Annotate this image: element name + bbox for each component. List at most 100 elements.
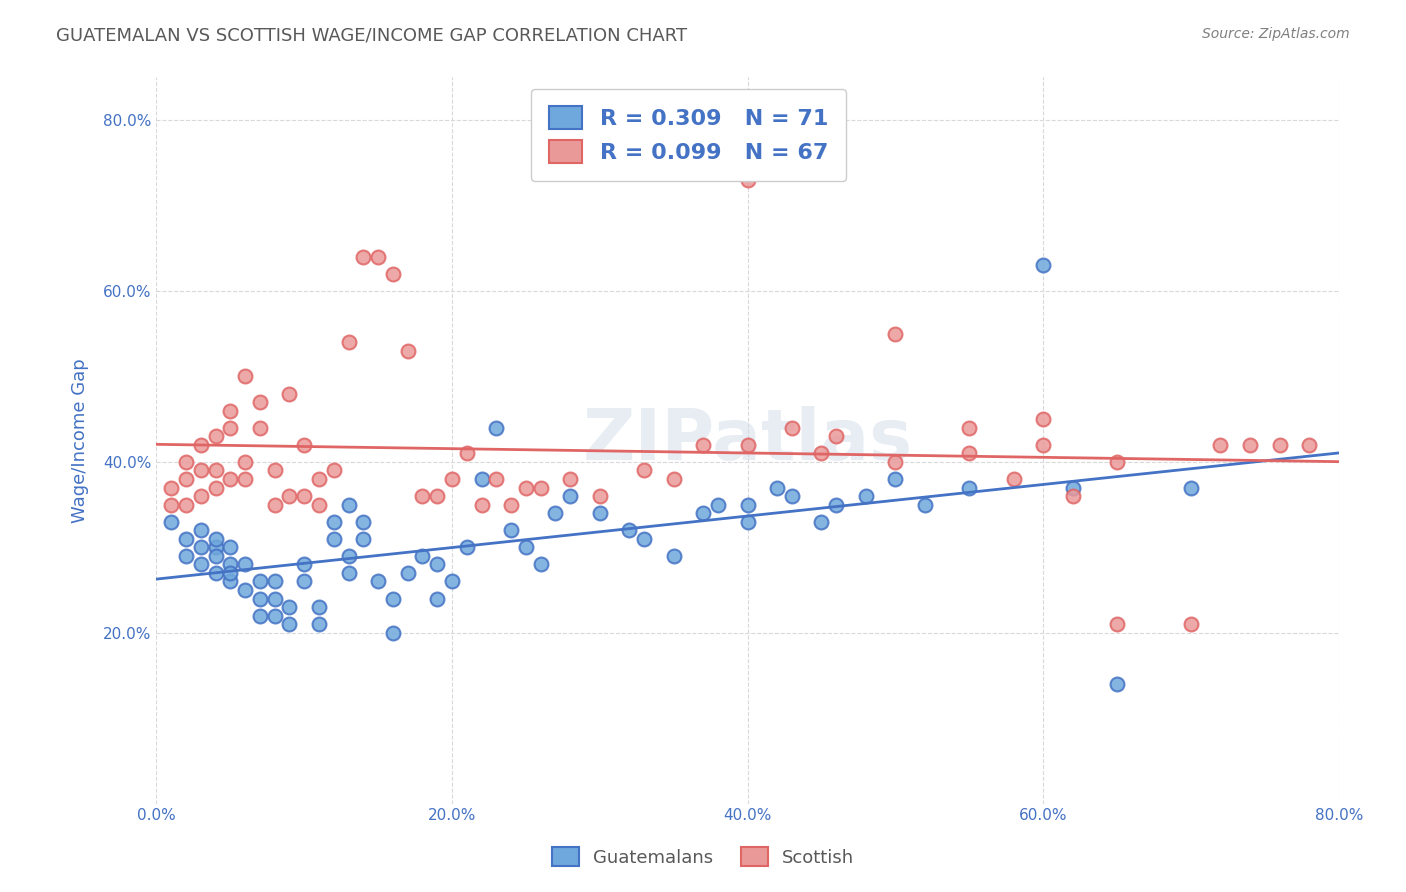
Legend: Guatemalans, Scottish: Guatemalans, Scottish xyxy=(544,840,862,874)
Point xyxy=(560,472,582,486)
Point xyxy=(263,574,285,589)
Point xyxy=(411,549,433,563)
Point xyxy=(471,472,494,486)
Point xyxy=(249,395,271,409)
Point xyxy=(589,506,612,520)
Point xyxy=(456,541,478,555)
Point xyxy=(233,472,256,486)
Point xyxy=(322,463,344,477)
Point xyxy=(233,455,256,469)
Point xyxy=(1268,438,1291,452)
Point xyxy=(160,498,183,512)
Point xyxy=(914,498,936,512)
Point xyxy=(633,532,655,546)
Point xyxy=(589,489,612,503)
Point xyxy=(426,489,449,503)
Point xyxy=(278,617,301,632)
Point xyxy=(780,489,803,503)
Point xyxy=(204,429,226,443)
Point xyxy=(1062,489,1084,503)
Point xyxy=(263,463,285,477)
Point xyxy=(190,489,212,503)
Point xyxy=(204,566,226,580)
Point xyxy=(337,498,360,512)
Text: Source: ZipAtlas.com: Source: ZipAtlas.com xyxy=(1202,27,1350,41)
Point xyxy=(352,515,374,529)
Point xyxy=(426,558,449,572)
Point xyxy=(249,591,271,606)
Point xyxy=(766,481,789,495)
Point xyxy=(515,541,537,555)
Point xyxy=(174,498,197,512)
Point xyxy=(233,558,256,572)
Point xyxy=(855,489,877,503)
Point xyxy=(308,472,330,486)
Y-axis label: Wage/Income Gap: Wage/Income Gap xyxy=(72,359,89,523)
Point xyxy=(426,591,449,606)
Point xyxy=(292,558,315,572)
Point xyxy=(957,421,980,435)
Point xyxy=(530,481,553,495)
Point xyxy=(825,429,848,443)
Point xyxy=(1062,481,1084,495)
Point xyxy=(219,403,242,417)
Point xyxy=(308,498,330,512)
Point xyxy=(190,438,212,452)
Point xyxy=(1032,259,1054,273)
Point xyxy=(707,498,730,512)
Point xyxy=(233,369,256,384)
Point xyxy=(263,498,285,512)
Point xyxy=(352,250,374,264)
Point xyxy=(249,421,271,435)
Point xyxy=(219,421,242,435)
Point xyxy=(456,446,478,460)
Point xyxy=(174,455,197,469)
Point xyxy=(278,386,301,401)
Point xyxy=(292,489,315,503)
Point xyxy=(692,506,714,520)
Point xyxy=(190,541,212,555)
Point xyxy=(174,549,197,563)
Point xyxy=(957,481,980,495)
Point xyxy=(1239,438,1261,452)
Point xyxy=(190,523,212,537)
Text: GUATEMALAN VS SCOTTISH WAGE/INCOME GAP CORRELATION CHART: GUATEMALAN VS SCOTTISH WAGE/INCOME GAP C… xyxy=(56,27,688,45)
Point xyxy=(619,523,641,537)
Point xyxy=(1180,481,1202,495)
Point xyxy=(219,541,242,555)
Point xyxy=(1105,455,1128,469)
Point xyxy=(367,250,389,264)
Point xyxy=(471,498,494,512)
Point xyxy=(219,566,242,580)
Point xyxy=(160,515,183,529)
Point xyxy=(515,481,537,495)
Point xyxy=(737,498,759,512)
Point xyxy=(381,625,404,640)
Point xyxy=(278,489,301,503)
Point xyxy=(825,498,848,512)
Point xyxy=(337,335,360,350)
Point xyxy=(219,558,242,572)
Point xyxy=(396,566,419,580)
Point xyxy=(249,574,271,589)
Point xyxy=(396,343,419,358)
Point xyxy=(337,549,360,563)
Point xyxy=(1180,617,1202,632)
Point xyxy=(441,574,464,589)
Point xyxy=(204,463,226,477)
Point xyxy=(501,498,523,512)
Point xyxy=(560,489,582,503)
Point xyxy=(219,574,242,589)
Point xyxy=(530,558,553,572)
Point xyxy=(174,532,197,546)
Point xyxy=(308,617,330,632)
Legend: R = 0.309   N = 71, R = 0.099   N = 67: R = 0.309 N = 71, R = 0.099 N = 67 xyxy=(531,88,846,181)
Point xyxy=(1032,438,1054,452)
Point xyxy=(263,608,285,623)
Point xyxy=(485,472,508,486)
Point xyxy=(292,574,315,589)
Point xyxy=(1032,412,1054,426)
Point xyxy=(662,549,685,563)
Point xyxy=(1209,438,1232,452)
Point xyxy=(174,472,197,486)
